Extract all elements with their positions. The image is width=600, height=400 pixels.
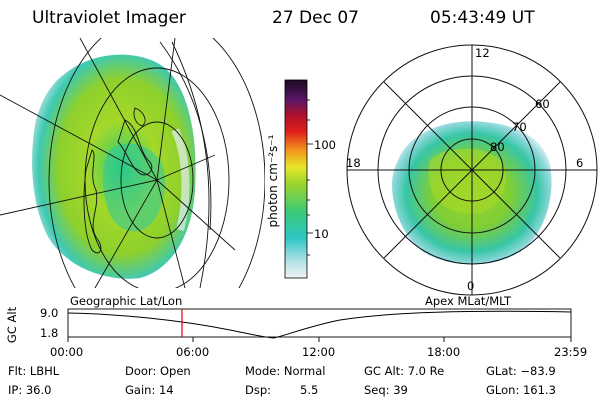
polar-plot: [346, 44, 598, 296]
gc-alt-info: GC Alt: 7.0 Re: [364, 364, 445, 378]
lat-label-70: 70: [512, 120, 527, 134]
mode-info: Mode: Normal: [245, 364, 326, 378]
orbit-plot: [67, 308, 572, 342]
x-tick-1800: 18:00: [427, 345, 461, 359]
gain-info: Gain: 14: [125, 383, 174, 397]
lat-label-80: 80: [490, 140, 505, 154]
y-tick-1.8: 1.8: [40, 326, 59, 340]
x-tick-0000: 00:00: [50, 345, 84, 359]
filter-info: Flt: LBHL: [8, 364, 60, 378]
dsp-value: 5.5: [300, 383, 319, 397]
colorbar-tick-100: 100: [314, 138, 336, 152]
gc-alt-axis-label: GC Alt: [5, 306, 20, 344]
lat-label-60: 60: [535, 97, 550, 111]
seq-info: Seq: 39: [364, 383, 408, 397]
time-label: 05:43:49 UT: [430, 8, 535, 28]
glon-info: GLon: 161.3: [486, 383, 556, 397]
geographic-image: [0, 38, 265, 288]
x-tick-1200: 12:00: [302, 345, 336, 359]
colorbar: [284, 79, 308, 279]
instrument-title: Ultraviolet Imager: [32, 8, 186, 28]
mlt-label-6: 6: [576, 156, 584, 170]
geographic-label: Geographic Lat/Lon: [70, 294, 183, 308]
y-tick-9: 9.0: [40, 306, 59, 320]
mlt-label-0: 0: [467, 279, 475, 293]
ip-info: IP: 36.0: [8, 383, 52, 397]
colorbar-unit-label: photon cm⁻²s⁻¹: [266, 134, 280, 228]
apex-label: Apex MLat/MLT: [425, 294, 512, 308]
door-info: Door: Open: [125, 364, 191, 378]
dsp-label: Dsp:: [245, 383, 272, 397]
glat-info: GLat: −83.9: [486, 364, 556, 378]
date-label: 27 Dec 07: [272, 8, 359, 28]
mlt-label-12: 12: [475, 46, 490, 60]
colorbar-tick-10: 10: [314, 227, 329, 241]
mlt-label-18: 18: [346, 156, 361, 170]
x-tick-2359: 23:59: [554, 345, 588, 359]
x-tick-0600: 06:00: [176, 345, 210, 359]
